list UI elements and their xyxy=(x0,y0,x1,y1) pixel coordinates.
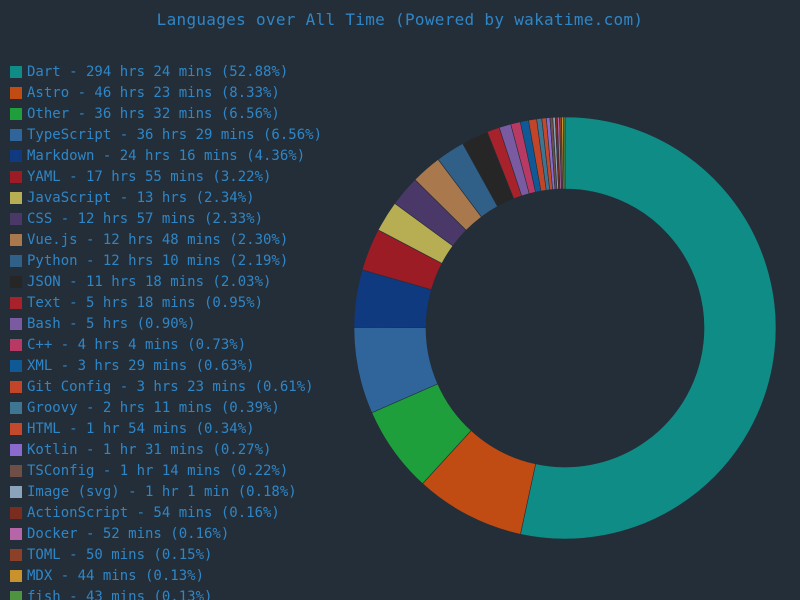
legend-item: Bash - 5 hrs (0.90%) xyxy=(10,314,340,335)
legend-label: Other - 36 hrs 32 mins (6.56%) xyxy=(27,106,280,122)
legend-item: Image (svg) - 1 hr 1 min (0.18%) xyxy=(10,482,340,503)
legend-label: XML - 3 hrs 29 mins (0.63%) xyxy=(27,358,255,374)
legend-label: HTML - 1 hr 54 mins (0.34%) xyxy=(27,421,255,437)
legend-swatch xyxy=(10,465,22,477)
legend-item: Vue.js - 12 hrs 48 mins (2.30%) xyxy=(10,230,340,251)
legend-label: Astro - 46 hrs 23 mins (8.33%) xyxy=(27,85,280,101)
legend-swatch xyxy=(10,339,22,351)
chart-legend: Dart - 294 hrs 24 mins (52.88%) Astro - 4… xyxy=(10,62,340,600)
legend-label: MDX - 44 mins (0.13%) xyxy=(27,568,205,584)
legend-swatch xyxy=(10,66,22,78)
legend-label: C++ - 4 hrs 4 mins (0.73%) xyxy=(27,337,247,353)
legend-swatch xyxy=(10,360,22,372)
legend-swatch xyxy=(10,192,22,204)
legend-item: Python - 12 hrs 10 mins (2.19%) xyxy=(10,251,340,272)
pie-slice-fish xyxy=(562,116,566,190)
pie-slice-dart xyxy=(520,116,777,540)
legend-swatch xyxy=(10,150,22,162)
legend-item: Astro - 46 hrs 23 mins (8.33%) xyxy=(10,83,340,104)
legend-item: Other - 36 hrs 32 mins (6.56%) xyxy=(10,104,340,125)
legend-label: TypeScript - 36 hrs 29 mins (6.56%) xyxy=(27,127,323,143)
legend-swatch xyxy=(10,87,22,99)
legend-item: ActionScript - 54 mins (0.16%) xyxy=(10,503,340,524)
legend-item: Dart - 294 hrs 24 mins (52.88%) xyxy=(10,62,340,83)
legend-label: CSS - 12 hrs 57 mins (2.33%) xyxy=(27,211,264,227)
legend-label: TOML - 50 mins (0.15%) xyxy=(27,547,213,563)
legend-item: TypeScript - 36 hrs 29 mins (6.56%) xyxy=(10,125,340,146)
legend-swatch xyxy=(10,297,22,309)
legend-item: JavaScript - 13 hrs (2.34%) xyxy=(10,188,340,209)
legend-label: Git Config - 3 hrs 23 mins (0.61%) xyxy=(27,379,314,395)
legend-label: JSON - 11 hrs 18 mins (2.03%) xyxy=(27,274,272,290)
legend-label: TSConfig - 1 hr 14 mins (0.22%) xyxy=(27,463,289,479)
legend-item: MDX - 44 mins (0.13%) xyxy=(10,566,340,587)
legend-item: Groovy - 2 hrs 11 mins (0.39%) xyxy=(10,398,340,419)
legend-label: YAML - 17 hrs 55 mins (3.22%) xyxy=(27,169,272,185)
legend-label: Image (svg) - 1 hr 1 min (0.18%) xyxy=(27,484,297,500)
legend-item: Markdown - 24 hrs 16 mins (4.36%) xyxy=(10,146,340,167)
chart-title: Languages over All Time (Powered by waka… xyxy=(156,10,644,29)
legend-swatch xyxy=(10,213,22,225)
legend-swatch xyxy=(10,276,22,288)
legend-label: Dart - 294 hrs 24 mins (52.88%) xyxy=(27,64,289,80)
legend-item: fish - 43 mins (0.13%) xyxy=(10,587,340,600)
legend-swatch xyxy=(10,528,22,540)
legend-swatch xyxy=(10,381,22,393)
legend-swatch xyxy=(10,402,22,414)
legend-swatch xyxy=(10,591,22,600)
legend-swatch xyxy=(10,486,22,498)
legend-swatch xyxy=(10,171,22,183)
legend-label: Groovy - 2 hrs 11 mins (0.39%) xyxy=(27,400,280,416)
legend-item: Text - 5 hrs 18 mins (0.95%) xyxy=(10,293,340,314)
legend-label: fish - 43 mins (0.13%) xyxy=(27,589,213,600)
legend-swatch xyxy=(10,108,22,120)
legend-item: Docker - 52 mins (0.16%) xyxy=(10,524,340,545)
legend-item: XML - 3 hrs 29 mins (0.63%) xyxy=(10,356,340,377)
legend-label: Text - 5 hrs 18 mins (0.95%) xyxy=(27,295,264,311)
legend-item: TSConfig - 1 hr 14 mins (0.22%) xyxy=(10,461,340,482)
legend-swatch xyxy=(10,570,22,582)
legend-swatch xyxy=(10,234,22,246)
legend-swatch xyxy=(10,318,22,330)
legend-item: JSON - 11 hrs 18 mins (2.03%) xyxy=(10,272,340,293)
legend-label: Markdown - 24 hrs 16 mins (4.36%) xyxy=(27,148,306,164)
legend-swatch xyxy=(10,255,22,267)
legend-label: Python - 12 hrs 10 mins (2.19%) xyxy=(27,253,289,269)
legend-item: YAML - 17 hrs 55 mins (3.22%) xyxy=(10,167,340,188)
legend-item: HTML - 1 hr 54 mins (0.34%) xyxy=(10,419,340,440)
legend-label: JavaScript - 13 hrs (2.34%) xyxy=(27,190,255,206)
legend-swatch xyxy=(10,549,22,561)
legend-swatch xyxy=(10,507,22,519)
legend-label: Kotlin - 1 hr 31 mins (0.27%) xyxy=(27,442,272,458)
legend-item: TOML - 50 mins (0.15%) xyxy=(10,545,340,566)
legend-swatch xyxy=(10,423,22,435)
legend-label: ActionScript - 54 mins (0.16%) xyxy=(27,505,280,521)
legend-label: Docker - 52 mins (0.16%) xyxy=(27,526,230,542)
legend-label: Vue.js - 12 hrs 48 mins (2.30%) xyxy=(27,232,289,248)
legend-swatch xyxy=(10,129,22,141)
legend-label: Bash - 5 hrs (0.90%) xyxy=(27,316,196,332)
legend-item: C++ - 4 hrs 4 mins (0.73%) xyxy=(10,335,340,356)
legend-swatch xyxy=(10,444,22,456)
legend-item: CSS - 12 hrs 57 mins (2.33%) xyxy=(10,209,340,230)
legend-item: Git Config - 3 hrs 23 mins (0.61%) xyxy=(10,377,340,398)
legend-item: Kotlin - 1 hr 31 mins (0.27%) xyxy=(10,440,340,461)
